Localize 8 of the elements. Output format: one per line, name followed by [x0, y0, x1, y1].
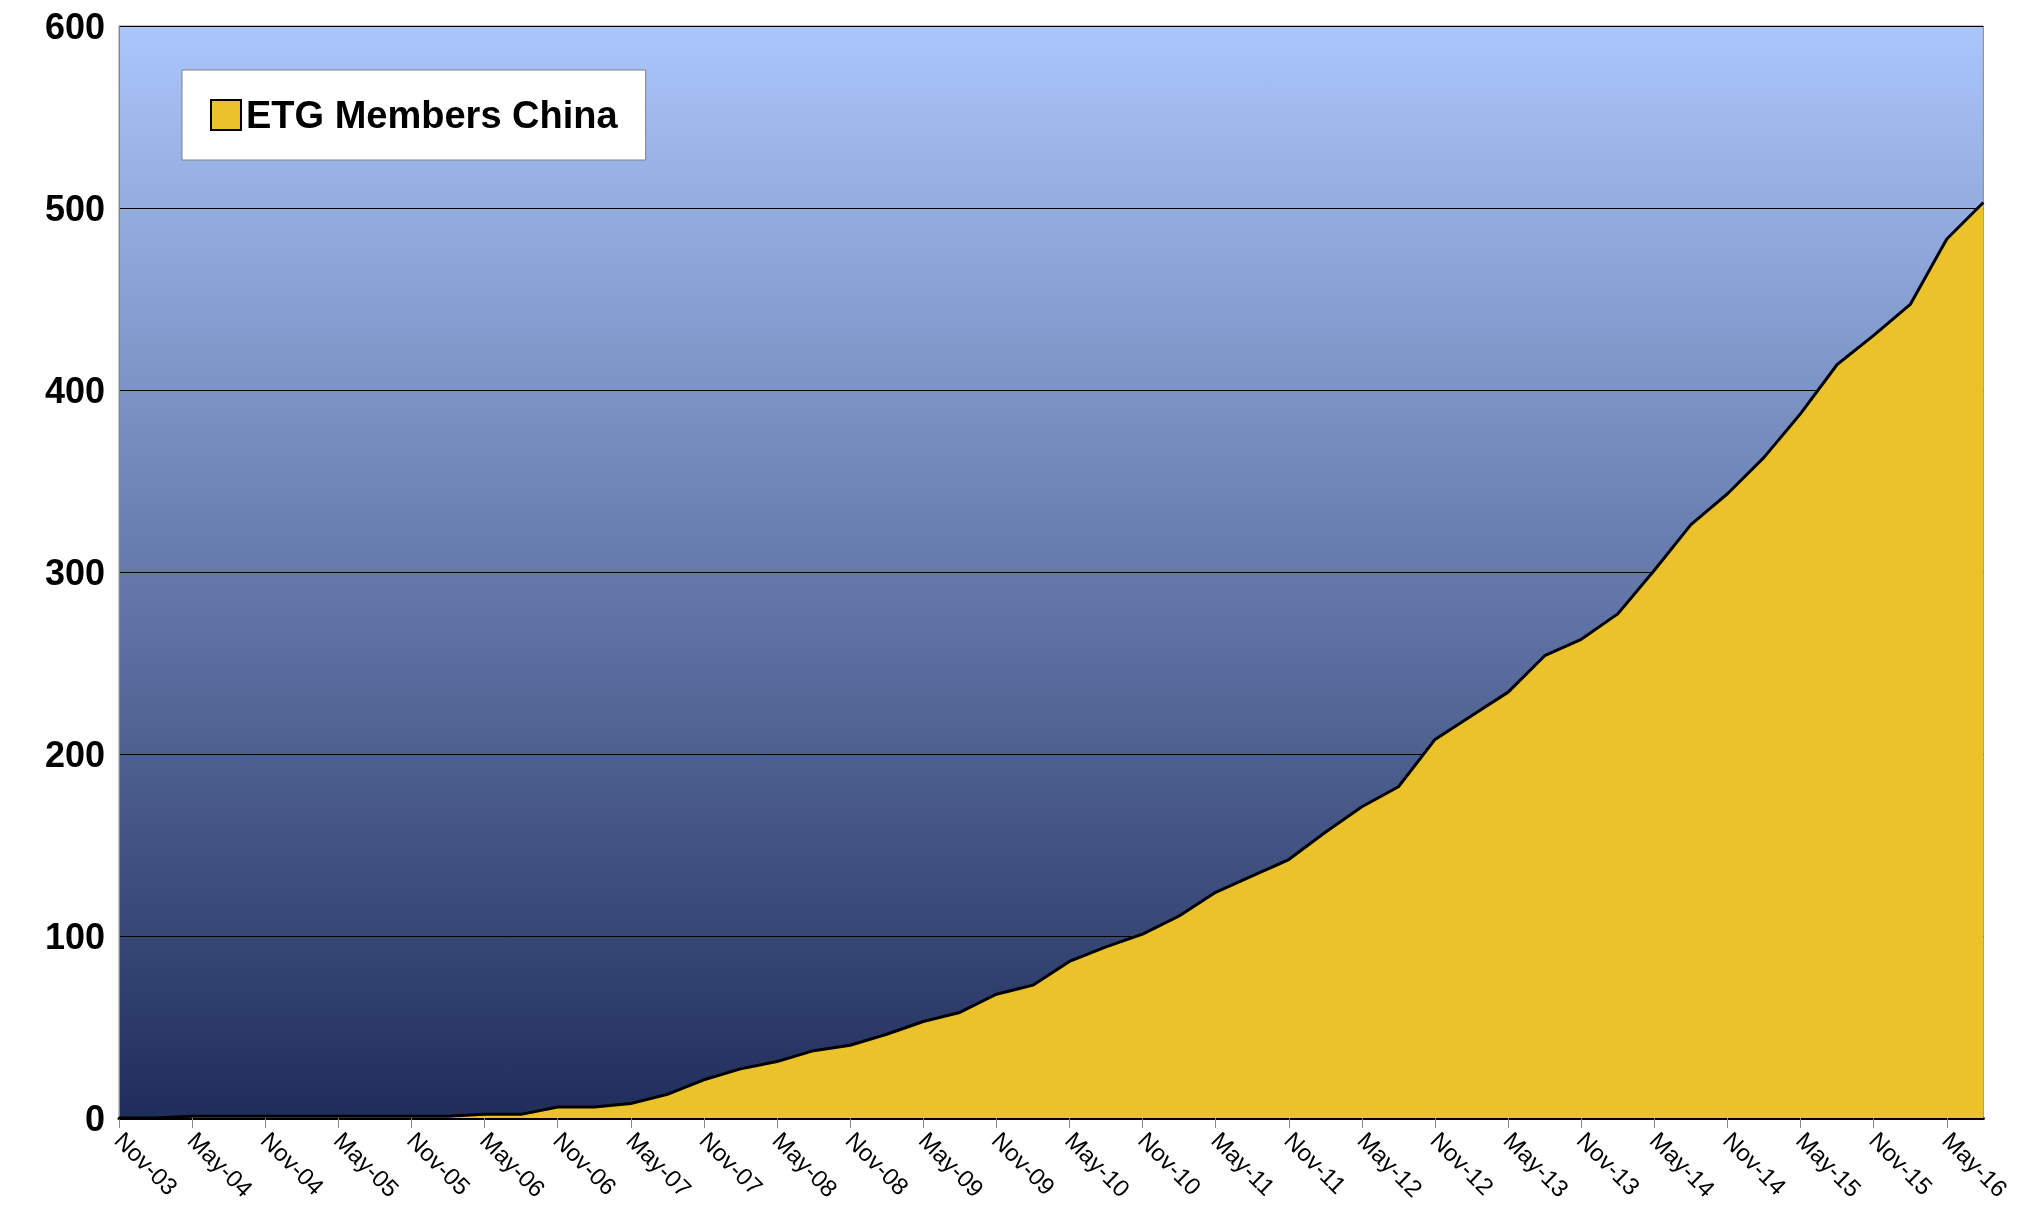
y-tick-label: 600 — [44, 5, 105, 47]
y-tick-label: 300 — [44, 551, 105, 593]
legend-label: ETG Members China — [246, 94, 619, 136]
y-tick-label: 500 — [44, 187, 105, 229]
y-tick-label: 200 — [44, 733, 105, 775]
y-tick-label: 0 — [84, 1097, 105, 1139]
y-tick-label: 100 — [44, 915, 105, 957]
y-tick-label: 400 — [44, 369, 105, 411]
